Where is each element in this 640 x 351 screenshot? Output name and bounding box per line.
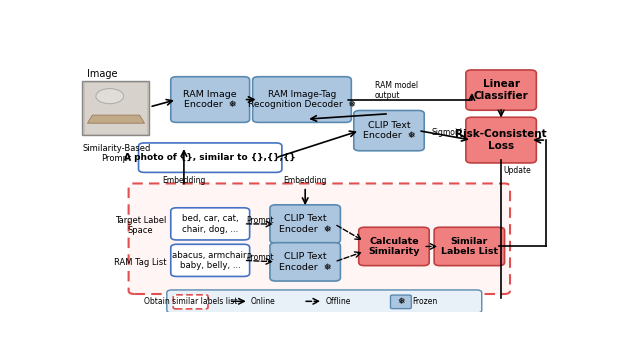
FancyBboxPatch shape bbox=[173, 295, 208, 309]
FancyBboxPatch shape bbox=[354, 111, 424, 151]
FancyBboxPatch shape bbox=[171, 244, 250, 277]
Text: Embedding: Embedding bbox=[284, 176, 327, 185]
Text: RAM Image-Tag
Recognition Decoder  ❅: RAM Image-Tag Recognition Decoder ❅ bbox=[248, 90, 356, 109]
FancyBboxPatch shape bbox=[466, 70, 536, 110]
FancyBboxPatch shape bbox=[434, 227, 504, 266]
Text: Sigmoid: Sigmoid bbox=[431, 128, 463, 137]
Text: CLIP Text
Encoder  ❅: CLIP Text Encoder ❅ bbox=[363, 121, 415, 140]
Text: CLIP Text
Encoder  ❅: CLIP Text Encoder ❅ bbox=[279, 214, 332, 234]
FancyBboxPatch shape bbox=[129, 184, 510, 294]
FancyBboxPatch shape bbox=[83, 81, 150, 135]
Text: Prompt: Prompt bbox=[246, 253, 274, 261]
Text: Risk-Consistent
Loss: Risk-Consistent Loss bbox=[455, 129, 547, 151]
Text: Linear
Classifier: Linear Classifier bbox=[474, 79, 529, 101]
FancyBboxPatch shape bbox=[359, 227, 429, 266]
Text: Update: Update bbox=[504, 166, 531, 176]
Text: Similarity-Based
Prompt: Similarity-Based Prompt bbox=[83, 144, 151, 164]
FancyBboxPatch shape bbox=[270, 243, 340, 281]
Text: bed, car, cat,
chair, dog, ...: bed, car, cat, chair, dog, ... bbox=[182, 214, 239, 233]
Text: Obtain similar labels list: Obtain similar labels list bbox=[144, 297, 237, 306]
Text: Online: Online bbox=[251, 297, 276, 306]
Text: Embedding: Embedding bbox=[162, 176, 205, 185]
Text: Image: Image bbox=[88, 68, 118, 79]
FancyBboxPatch shape bbox=[390, 295, 412, 309]
Text: Offline: Offline bbox=[326, 297, 351, 306]
Text: A photo of {}, similar to {},{},{}: A photo of {}, similar to {},{},{} bbox=[124, 153, 296, 162]
Text: Calculate
Similarity: Calculate Similarity bbox=[368, 237, 420, 256]
FancyBboxPatch shape bbox=[167, 290, 482, 313]
Text: Target Label
Space: Target Label Space bbox=[115, 216, 166, 235]
FancyBboxPatch shape bbox=[171, 77, 250, 122]
FancyBboxPatch shape bbox=[253, 77, 351, 122]
Text: CLIP Text
Encoder  ❅: CLIP Text Encoder ❅ bbox=[279, 252, 332, 272]
Text: Prompt: Prompt bbox=[246, 216, 274, 225]
FancyBboxPatch shape bbox=[171, 208, 250, 240]
Text: Frozen: Frozen bbox=[412, 297, 438, 306]
Text: RAM model
output: RAM model output bbox=[375, 81, 419, 100]
FancyBboxPatch shape bbox=[270, 205, 340, 243]
Text: ❅: ❅ bbox=[397, 297, 404, 306]
Text: Similar
Labels List: Similar Labels List bbox=[441, 237, 498, 256]
Polygon shape bbox=[88, 115, 145, 123]
FancyBboxPatch shape bbox=[138, 143, 282, 172]
FancyBboxPatch shape bbox=[85, 83, 147, 134]
Text: RAM Image
Encoder  ❅: RAM Image Encoder ❅ bbox=[184, 90, 237, 109]
Text: RAM Tag List: RAM Tag List bbox=[115, 258, 167, 267]
Text: abacus, armchair,
baby, belly, ...: abacus, armchair, baby, belly, ... bbox=[172, 251, 249, 270]
FancyBboxPatch shape bbox=[466, 117, 536, 163]
Circle shape bbox=[96, 88, 124, 104]
